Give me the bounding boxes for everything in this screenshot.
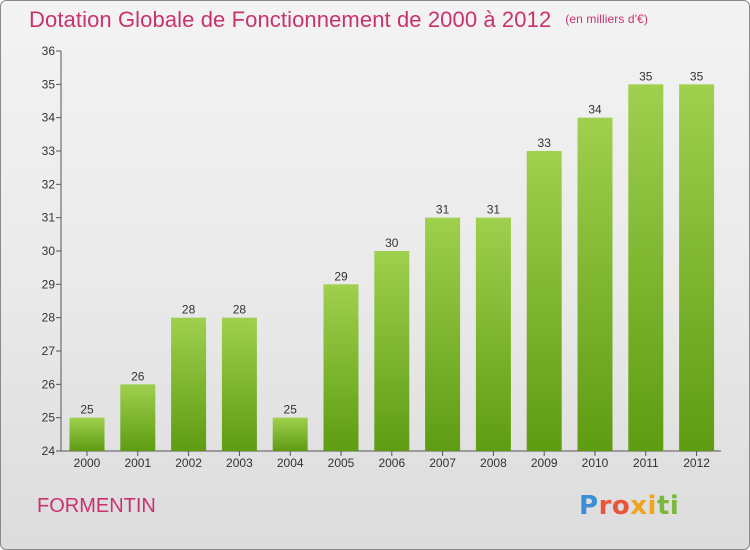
bar [526, 151, 562, 451]
x-tick-label: 2006 [378, 456, 405, 470]
x-tick-label: 2010 [582, 456, 609, 470]
bar [120, 384, 156, 451]
y-tick-label: 28 [42, 311, 56, 325]
x-tick-label: 2003 [226, 456, 253, 470]
data-label: 25 [80, 403, 94, 417]
x-tick-label: 2004 [277, 456, 304, 470]
data-label: 35 [690, 69, 704, 83]
data-label: 35 [639, 69, 653, 83]
data-label: 34 [588, 103, 602, 117]
x-tick-label: 2011 [633, 456, 659, 470]
y-tick-label: 34 [42, 111, 56, 125]
bar [628, 84, 664, 451]
y-tick-label: 35 [42, 77, 56, 91]
data-label: 31 [487, 203, 501, 217]
chart-unit: (en milliers d'€) [565, 12, 648, 26]
bar [374, 251, 410, 451]
bar [577, 117, 613, 452]
y-tick-label: 27 [42, 344, 56, 358]
y-tick-label: 25 [42, 411, 56, 425]
y-tick-label: 31 [42, 211, 56, 225]
chart-title-text: Dotation Globale de Fonctionnement de 20… [29, 7, 552, 32]
bar [425, 217, 461, 451]
commune-name: FORMENTIN [37, 495, 156, 517]
data-label: 29 [334, 269, 348, 283]
y-tick-label: 33 [42, 144, 56, 158]
y-tick-label: 30 [42, 244, 56, 258]
y-tick-label: 24 [42, 444, 56, 458]
y-tick-label: 32 [42, 177, 56, 191]
data-label: 25 [284, 403, 298, 417]
x-tick-label: 2000 [74, 456, 101, 470]
x-tick-label: 2007 [429, 456, 456, 470]
data-label: 31 [436, 203, 450, 217]
chart-title: Dotation Globale de Fonctionnement de 20… [29, 7, 648, 33]
x-tick-label: 2009 [531, 456, 558, 470]
data-label: 26 [131, 369, 145, 383]
x-tick-label: 2008 [480, 456, 507, 470]
proxiti-logo: Proxiti [579, 491, 680, 521]
y-tick-label: 29 [42, 277, 56, 291]
x-tick-label: 2001 [124, 456, 151, 470]
data-label: 30 [385, 236, 399, 250]
x-tick-label: 2002 [175, 456, 202, 470]
bar [272, 417, 308, 451]
data-label: 28 [233, 303, 247, 317]
bar [475, 217, 511, 451]
data-label: 28 [182, 303, 196, 317]
x-tick-label: 2005 [328, 456, 355, 470]
x-tick-label: 2012 [683, 456, 710, 470]
y-tick-label: 26 [42, 377, 56, 391]
bar [171, 317, 207, 451]
y-tick-label: 36 [42, 44, 56, 58]
bar [323, 284, 359, 451]
bar [679, 84, 715, 451]
bar [221, 317, 257, 451]
data-label: 33 [538, 136, 552, 150]
bar [69, 417, 105, 451]
